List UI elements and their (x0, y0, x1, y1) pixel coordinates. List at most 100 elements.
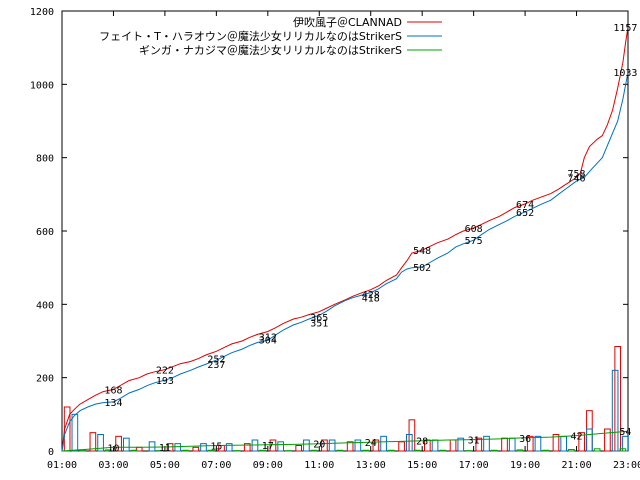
y-tick-label: 600 (36, 227, 54, 238)
bar-3 (130, 449, 138, 452)
bar-2 (534, 435, 542, 452)
bar-1 (398, 441, 405, 452)
hourly-bars (63, 346, 629, 452)
bar-3 (413, 449, 421, 452)
bar-3 (439, 449, 447, 452)
data-label: 418 (362, 294, 380, 305)
x-axis: 01:00 03:00 05:00 07:00 09:00 11:00 13:00 15:00… (47, 11, 640, 471)
bar-2 (508, 437, 516, 452)
bar-2 (380, 435, 387, 452)
bar-2 (303, 439, 310, 452)
bar-2 (277, 441, 285, 452)
bar-1 (89, 432, 97, 452)
data-label: 351 (310, 318, 328, 329)
bar-3 (207, 449, 215, 452)
bar-1 (501, 437, 508, 452)
y-tick-label: 400 (36, 300, 54, 311)
data-label: 758 (568, 169, 586, 180)
x-tick-label: 07:00 (201, 460, 231, 471)
bar-2 (200, 443, 207, 452)
y-tick-label: 1000 (30, 80, 54, 91)
x-tick-label: 09:00 (253, 460, 283, 471)
data-label: 252 (207, 355, 225, 366)
data-label: 42 (571, 432, 583, 443)
series-line-1 (61, 26, 629, 452)
bar-3 (104, 449, 112, 452)
bar-3 (387, 449, 395, 452)
plot-frame (61, 10, 629, 452)
data-label: 24 (365, 438, 377, 449)
bar-1 (604, 428, 611, 452)
bar-1 (269, 439, 277, 452)
y-axis: 0 200 400 600 800 1000 1200 (30, 7, 628, 458)
bar-2 (483, 435, 490, 452)
bar-2 (328, 439, 336, 452)
bar-1 (423, 439, 431, 452)
data-label: 10 (107, 443, 119, 454)
plot-border (61, 10, 629, 452)
bar-3 (619, 448, 627, 452)
data-label: 608 (465, 224, 483, 235)
data-label: 1033 (613, 68, 637, 79)
bar-2 (251, 439, 259, 452)
x-tick-label: 01:00 (47, 460, 77, 471)
bar-3 (542, 449, 550, 452)
bar-3 (310, 449, 318, 452)
data-label: 1157 (613, 23, 637, 34)
legend: 伊吹風子＠CLANNADフェイト・T・ハラオウン＠魔法少女リリカルなのはStri… (99, 16, 442, 57)
data-label: 168 (104, 385, 122, 396)
bar-2 (586, 428, 593, 452)
data-label: 36 (519, 434, 531, 445)
data-label: 17 (262, 441, 274, 452)
bar-3 (362, 449, 369, 452)
bar-2 (354, 439, 362, 452)
bar-3 (516, 449, 524, 452)
data-label: 312 (259, 333, 277, 344)
bar-1 (526, 435, 534, 452)
x-tick-label: 17:00 (459, 460, 489, 471)
data-label: 746 (568, 173, 586, 184)
bar-2 (611, 369, 619, 452)
data-label: 365 (310, 313, 328, 324)
bar-1 (475, 437, 483, 452)
data-label: 193 (156, 376, 174, 387)
data-label: 237 (207, 360, 225, 371)
y-tick-label: 800 (36, 154, 54, 165)
bar-3 (336, 449, 344, 452)
legend-label-3: ギンガ・ナカジマ＠魔法少女リリカルなのはStrikerS (139, 43, 402, 57)
bar-2 (148, 441, 156, 452)
y-tick-label: 0 (48, 447, 54, 458)
bar-2 (405, 434, 413, 452)
x-tick-label: 21:00 (561, 460, 591, 471)
bar-1 (552, 434, 560, 452)
y-tick-label: 1200 (30, 7, 54, 18)
data-label: 548 (413, 246, 431, 257)
data-label: 652 (516, 208, 534, 219)
bar-1 (449, 439, 457, 452)
data-label: 54 (619, 427, 631, 438)
bar-3 (490, 449, 498, 452)
bar-2 (71, 413, 79, 452)
legend-label-1: 伊吹風子＠CLANNAD (293, 16, 402, 29)
bar-2 (431, 439, 439, 452)
bar-1 (243, 443, 251, 452)
data-label: 428 (362, 290, 380, 301)
data-label: 502 (413, 263, 431, 274)
bar-2 (457, 437, 465, 452)
bar-1 (295, 445, 303, 452)
data-label: 674 (516, 200, 534, 211)
bar-2 (97, 434, 104, 452)
data-label: 15 (210, 442, 222, 453)
bar-3 (182, 449, 189, 452)
data-label: 304 (259, 336, 277, 347)
bar-1 (321, 439, 328, 452)
bar-3 (259, 449, 267, 452)
x-tick-label: 23:00 (613, 460, 640, 471)
data-label: 28 (416, 437, 428, 448)
bar-3 (568, 449, 575, 452)
series-line-2 (61, 72, 629, 452)
bar-1 (586, 410, 593, 452)
data-label: 134 (104, 398, 122, 409)
value-labels: 1682222523123654285486086747581157134193… (104, 23, 637, 455)
